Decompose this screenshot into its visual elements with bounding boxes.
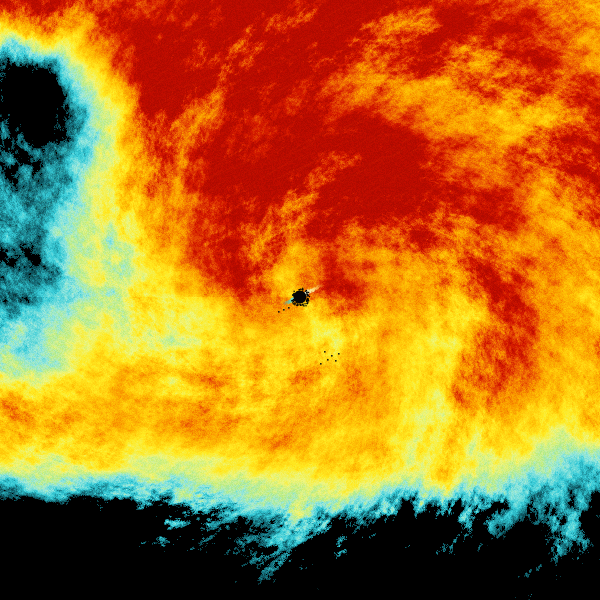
storm-eye-marker[interactable]	[291, 288, 310, 307]
